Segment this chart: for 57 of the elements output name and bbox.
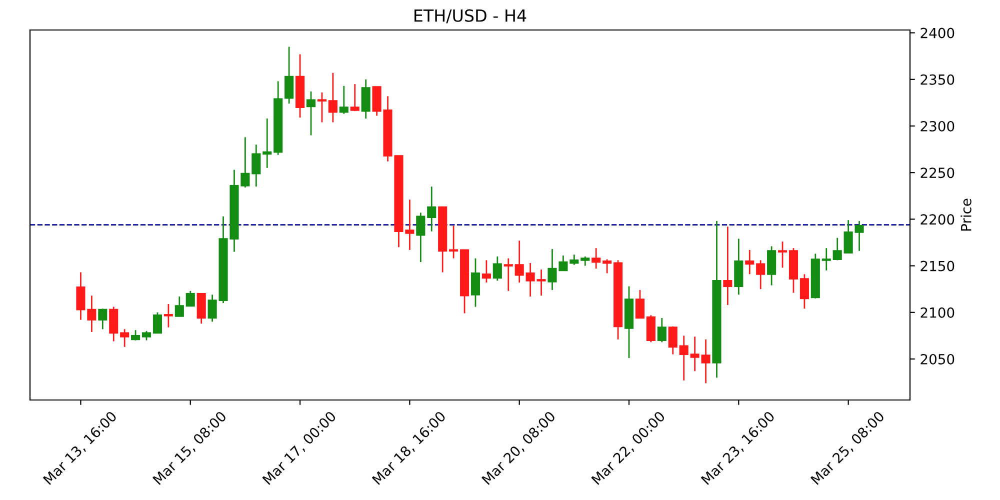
candlestick bbox=[252, 144, 261, 188]
y-tick-label: 2300 bbox=[920, 120, 954, 132]
y-axis-title: Price bbox=[960, 198, 972, 231]
candlestick bbox=[98, 308, 108, 330]
y-tick-label: 2150 bbox=[920, 260, 954, 272]
candlestick bbox=[492, 256, 502, 282]
candlestick bbox=[504, 258, 513, 292]
chart-title: ETH/USD - H4 bbox=[414, 9, 526, 24]
candlestick bbox=[756, 260, 766, 290]
candlestick bbox=[174, 296, 184, 317]
y-tick-label: 2200 bbox=[920, 214, 954, 225]
candlestick bbox=[570, 254, 579, 266]
candlestick bbox=[767, 246, 776, 286]
candlestick bbox=[470, 258, 480, 308]
candlestick bbox=[832, 237, 842, 261]
candlestick bbox=[580, 256, 590, 266]
candlestick bbox=[262, 118, 272, 169]
candlestick bbox=[635, 289, 644, 319]
candlestick bbox=[745, 249, 754, 275]
candlestick bbox=[350, 83, 360, 112]
candlestick bbox=[592, 247, 601, 270]
y-tick-label: 2350 bbox=[920, 74, 954, 85]
candlestick bbox=[723, 226, 732, 306]
candlestick bbox=[778, 240, 788, 268]
candlestick bbox=[657, 317, 666, 343]
y-tick-label: 2400 bbox=[920, 28, 954, 38]
candlestick bbox=[482, 260, 491, 284]
candlestick bbox=[76, 272, 86, 321]
candlestick bbox=[449, 225, 458, 260]
candlestick bbox=[844, 219, 853, 254]
candlestick bbox=[361, 78, 370, 120]
candlestick bbox=[284, 46, 294, 104]
candlestick bbox=[854, 220, 864, 252]
candlestick bbox=[186, 290, 195, 307]
y-tick-label: 2100 bbox=[920, 307, 954, 318]
y-tick-label: 2250 bbox=[920, 168, 954, 178]
candlestick bbox=[668, 326, 678, 356]
candlestick bbox=[142, 330, 152, 342]
candlestick bbox=[109, 306, 118, 342]
candlestick bbox=[317, 92, 326, 123]
candlestick bbox=[131, 329, 140, 342]
candlestick bbox=[306, 90, 316, 136]
candlestick bbox=[120, 328, 130, 348]
candlestick bbox=[164, 303, 173, 328]
candlestick bbox=[514, 240, 524, 284]
candlestick bbox=[416, 212, 426, 263]
candlestick bbox=[339, 85, 348, 115]
candlestick bbox=[328, 72, 338, 123]
candlestick bbox=[800, 273, 809, 310]
candlestick bbox=[822, 247, 831, 272]
candlestick bbox=[602, 258, 612, 274]
candlestick bbox=[152, 312, 162, 334]
candlestick bbox=[646, 314, 656, 343]
candlestick bbox=[427, 186, 436, 232]
y-tick-label: 2050 bbox=[920, 354, 954, 364]
candlestick bbox=[87, 294, 96, 333]
candlestick bbox=[679, 335, 688, 382]
